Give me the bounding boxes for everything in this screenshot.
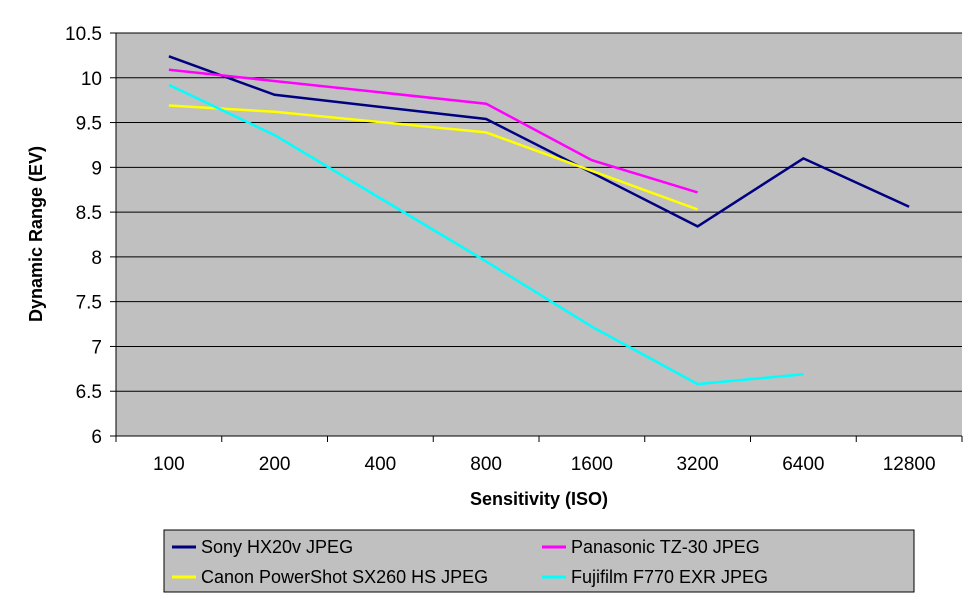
x-tick-label: 12800 bbox=[883, 454, 936, 475]
y-tick-label: 7.5 bbox=[76, 293, 102, 314]
series-lines bbox=[168, 55, 910, 386]
series-line-1 bbox=[168, 68, 698, 194]
legend-box bbox=[163, 529, 915, 593]
x-axis-title: Sensitivity (ISO) bbox=[470, 489, 608, 509]
axes bbox=[115, 33, 963, 442]
y-tick-label: 9 bbox=[91, 158, 102, 179]
y-tick-label: 8.5 bbox=[76, 203, 102, 224]
y-tick-label: 7 bbox=[91, 337, 102, 358]
plot-area bbox=[116, 33, 962, 436]
y-tick-label: 10.5 bbox=[65, 24, 102, 45]
x-tick-labels: 100 200 400 800 1600 3200 6400 12800 bbox=[153, 454, 936, 475]
legend-label-2: Canon PowerShot SX260 HS JPEG bbox=[201, 567, 488, 587]
y-tick-labels: 6 6.5 7 7.5 8 8.5 9 9.5 10 10.5 bbox=[65, 24, 102, 448]
x-tick-label: 800 bbox=[470, 454, 502, 475]
y-tick-label: 6 bbox=[91, 427, 102, 448]
legend-label-0: Sony HX20v JPEG bbox=[201, 537, 353, 557]
x-tick-label: 200 bbox=[259, 454, 291, 475]
x-tick-label: 3200 bbox=[676, 454, 718, 475]
x-tick-label: 6400 bbox=[782, 454, 824, 475]
y-tick-label: 8 bbox=[91, 248, 102, 269]
x-tick-label: 100 bbox=[153, 454, 185, 475]
y-tick-label: 10 bbox=[81, 69, 102, 90]
x-tick-label: 400 bbox=[365, 454, 397, 475]
y-axis-title: Dynamic Range (EV) bbox=[26, 146, 46, 322]
y-tick-label: 9.5 bbox=[76, 114, 102, 135]
legend-label-3: Fujifilm F770 EXR JPEG bbox=[571, 567, 768, 587]
legend-label-1: Panasonic TZ-30 JPEG bbox=[571, 537, 760, 557]
series-line-0 bbox=[168, 55, 910, 228]
legend: Sony HX20v JPEG Panasonic TZ-30 JPEG Canon… bbox=[163, 529, 915, 593]
y-tick-label: 6.5 bbox=[76, 382, 102, 403]
series-line-3 bbox=[168, 83, 804, 386]
x-tick-label: 1600 bbox=[571, 454, 613, 475]
gridlines bbox=[110, 32, 962, 437]
